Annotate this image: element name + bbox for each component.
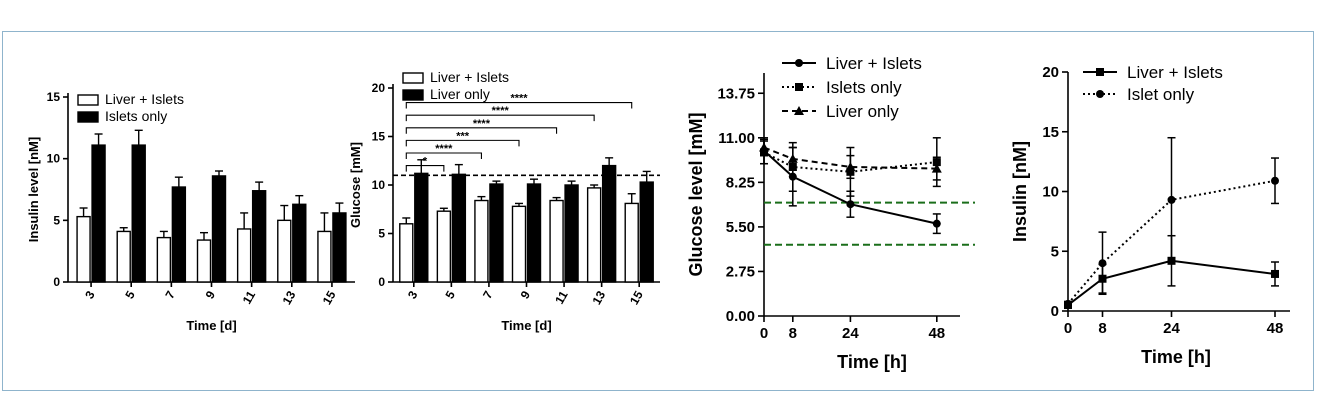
y-tick-label: 10 <box>372 178 386 192</box>
legend-marker <box>795 59 803 67</box>
y-tick-label: 0 <box>1051 303 1059 320</box>
significance-bracket <box>405 127 558 134</box>
significance-label: * <box>423 156 428 168</box>
y-axis-title: Insulin level [nM] <box>26 137 41 242</box>
x-tick-label: 15 <box>320 288 339 307</box>
legend-marker <box>1096 68 1104 76</box>
significance-bracket <box>405 152 482 159</box>
y-tick-label: 10 <box>1042 184 1059 201</box>
x-tick-label: 0 <box>1064 320 1072 337</box>
legend-label: Liver only <box>430 86 490 102</box>
y-tick-label: 15 <box>372 130 386 144</box>
legend-marker <box>1096 90 1104 98</box>
y-axis-title: Glucose level [mM] <box>686 112 706 276</box>
x-tick-label: 48 <box>928 325 945 342</box>
data-point <box>1098 259 1107 268</box>
significance-label: **** <box>510 93 528 105</box>
significance-bracket <box>405 165 445 172</box>
y-tick-label: 0 <box>378 275 385 289</box>
significance-label: **** <box>435 143 453 155</box>
y-tick-label: 20 <box>1042 64 1059 81</box>
legend-label: Liver + Islets <box>826 54 922 73</box>
y-tick-label: 5 <box>378 227 385 241</box>
significance-label: **** <box>473 118 491 130</box>
legend-label: Liver + Islets <box>105 91 184 107</box>
legend-swatch <box>402 72 424 84</box>
y-tick-label: 13.75 <box>717 85 755 102</box>
x-tick-label: 13 <box>589 288 608 307</box>
legend-label: Islet only <box>1127 85 1195 104</box>
legend-label: Liver + Islets <box>430 69 509 85</box>
legend-swatch <box>402 89 424 101</box>
significance-label: *** <box>456 130 470 142</box>
data-point <box>1167 195 1176 204</box>
y-tick-label: 8.25 <box>726 174 755 191</box>
significance-bracket <box>405 114 595 122</box>
data-point <box>846 200 855 209</box>
y-tick-label: 5.50 <box>726 219 755 236</box>
series-line <box>763 146 937 170</box>
legend-label: Islets only <box>105 108 167 124</box>
y-axis-title: Insulin [nM] <box>1010 141 1030 242</box>
series-line <box>1067 259 1276 306</box>
series-line <box>763 150 938 225</box>
y-tick-label: 0 <box>53 275 60 289</box>
data-point <box>1271 269 1279 278</box>
data-point <box>932 219 941 228</box>
legend-marker <box>794 106 804 115</box>
legend-label: Liver + Islets <box>1127 63 1223 82</box>
data-point <box>787 153 798 163</box>
x-tick-label: 15 <box>627 288 646 307</box>
y-axis-title: Glucose [mM] <box>348 142 363 228</box>
y-tick-label: 15 <box>1042 124 1059 141</box>
legend-swatch <box>77 111 99 123</box>
series-line <box>1067 179 1276 305</box>
data-point <box>931 163 942 173</box>
legend-label: Liver only <box>826 102 899 121</box>
y-tick-label: 5 <box>1051 243 1059 260</box>
x-tick-label: 8 <box>789 325 797 342</box>
legend-label: Islets only <box>826 78 902 97</box>
legend-marker <box>795 83 803 91</box>
y-tick-label: 11.00 <box>718 130 755 147</box>
y-tick-label: 2.75 <box>726 263 755 280</box>
x-tick-label: 0 <box>760 325 768 342</box>
y-tick-label: 20 <box>372 81 386 95</box>
x-tick-label: 24 <box>1163 320 1180 337</box>
data-point <box>1064 299 1072 308</box>
data-point <box>845 161 856 171</box>
y-tick-label: 15 <box>47 90 61 104</box>
series-line <box>763 151 937 173</box>
x-tick-label: 13 <box>280 288 299 307</box>
x-axis-title: Time [d] <box>186 318 236 333</box>
significance-bracket <box>405 102 633 109</box>
x-tick-label: 48 <box>1267 320 1284 337</box>
x-axis-title: Time [d] <box>501 318 551 333</box>
legend-swatch <box>77 94 99 106</box>
y-tick-label: 10 <box>47 152 61 166</box>
data-point <box>1271 176 1279 185</box>
significance-bracket <box>405 139 520 147</box>
data-point <box>759 142 769 152</box>
y-tick-label: 5 <box>53 213 60 227</box>
x-tick-label: 24 <box>842 325 859 342</box>
y-tick-label: 0.00 <box>726 308 755 325</box>
significance-label: **** <box>492 105 510 117</box>
x-axis-title: Time [h] <box>837 352 907 372</box>
x-axis-title: Time [h] <box>1141 347 1211 367</box>
x-tick-label: 8 <box>1098 320 1106 337</box>
